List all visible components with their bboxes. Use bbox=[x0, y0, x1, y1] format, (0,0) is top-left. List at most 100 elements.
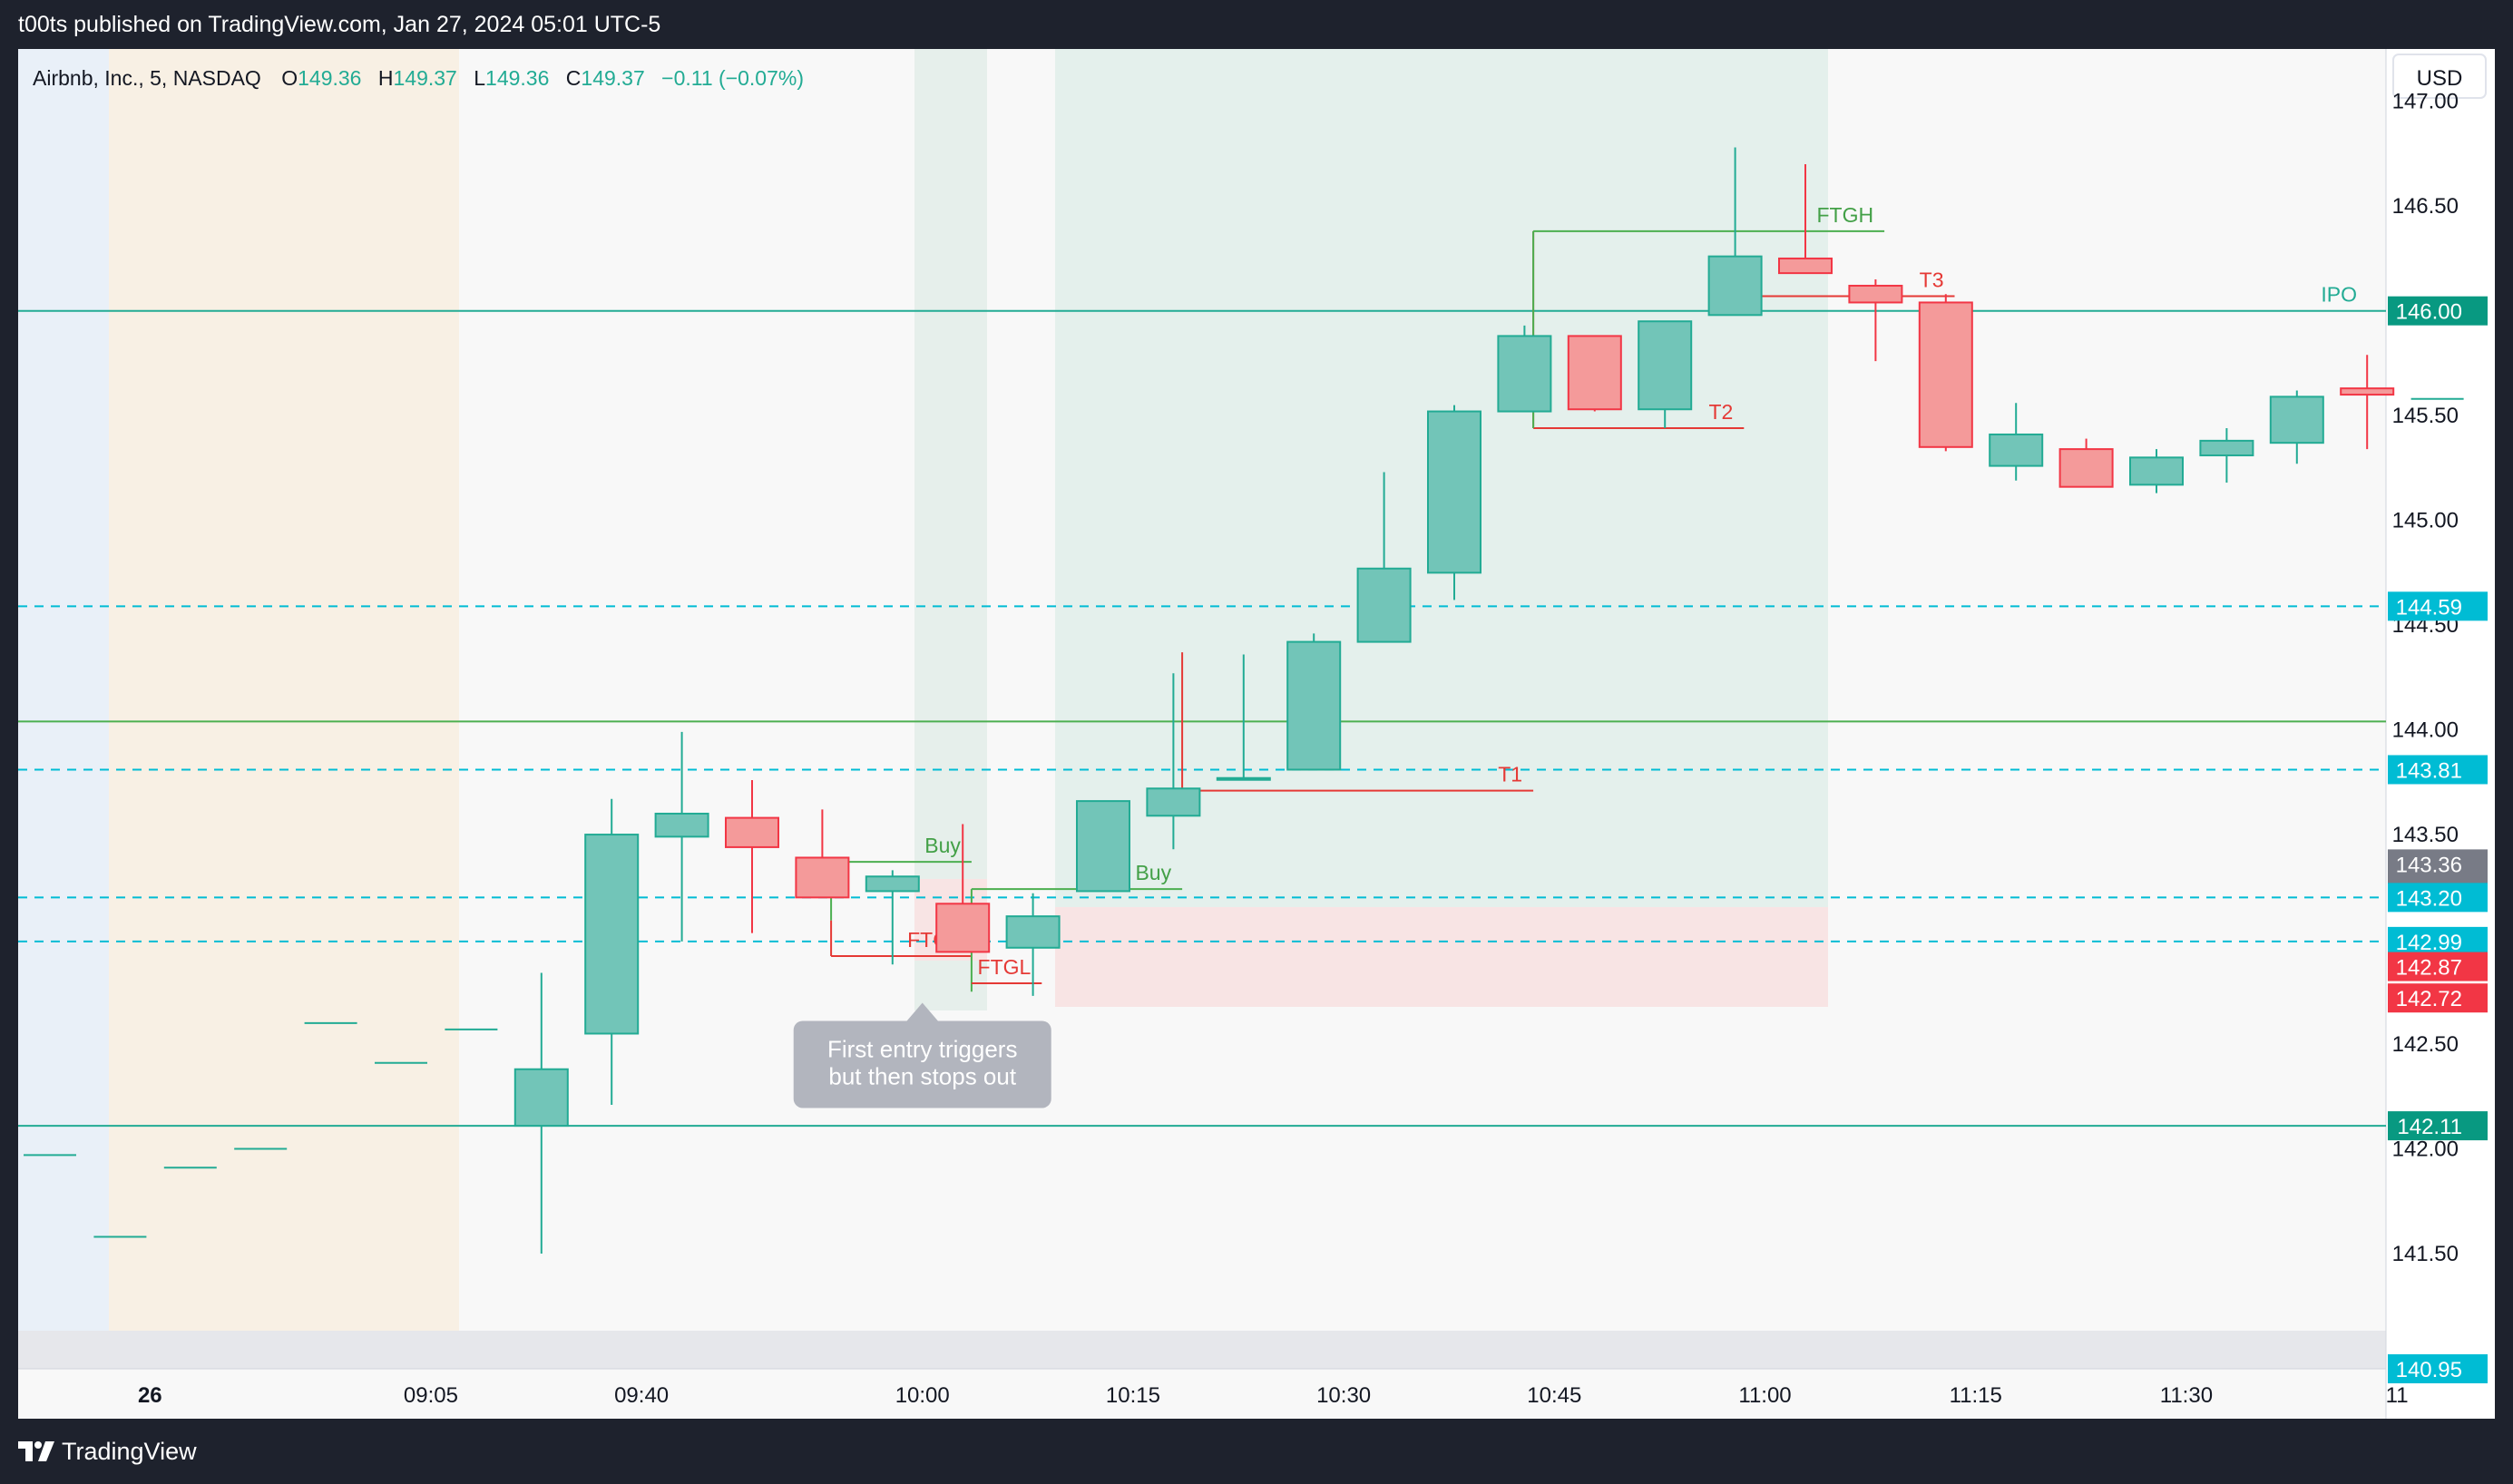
price-label-box bbox=[2388, 926, 2488, 956]
price-label-text: 143.81 bbox=[2396, 758, 2462, 783]
annotation-text-line1: First entry triggers bbox=[827, 1035, 1018, 1062]
trade-level-label-ftgl: FTGL bbox=[978, 955, 1032, 979]
time-tick-label: 11:30 bbox=[2160, 1383, 2213, 1408]
candle-body bbox=[935, 903, 991, 953]
candle-body bbox=[654, 812, 709, 838]
trade-level-label-ftgh: FTGH bbox=[1816, 203, 1873, 227]
candle-body bbox=[1216, 776, 1271, 781]
price-tick-label: 146.50 bbox=[2392, 194, 2459, 219]
price-label-text: 142.87 bbox=[2396, 956, 2462, 981]
footer-bar: TradingView bbox=[0, 1419, 2513, 1484]
price-label-text: 142.11 bbox=[2397, 1115, 2462, 1139]
candle-body bbox=[725, 816, 779, 848]
price-axis[interactable] bbox=[2386, 49, 2495, 1419]
price-label-text: 143.20 bbox=[2396, 886, 2462, 911]
candle-body bbox=[1918, 301, 1973, 448]
price-label-box bbox=[2388, 849, 2488, 879]
price-tick-label: 144.00 bbox=[2392, 718, 2459, 743]
price-label-box bbox=[2388, 1111, 2488, 1141]
price-labels-layer: 146.00144.59143.81143.36143.23143.20142.… bbox=[2388, 296, 2488, 1383]
currency-label: USD bbox=[2417, 66, 2463, 91]
trade-level-label-t1: T1 bbox=[1498, 763, 1522, 786]
candle-body bbox=[1848, 284, 1903, 304]
time-tick-label: 26 bbox=[138, 1383, 162, 1408]
ohlc-legend: Airbnb, Inc., 5, NASDAQ O149.36 H149.37 … bbox=[33, 66, 804, 90]
price-tick-label: 143.50 bbox=[2392, 823, 2459, 847]
time-tick-label: 10:30 bbox=[1316, 1383, 1371, 1408]
legend-l-value: 149.36 bbox=[485, 66, 549, 90]
candles-layer bbox=[24, 147, 2464, 1254]
time-axis[interactable] bbox=[18, 1369, 2495, 1419]
candle-body bbox=[2058, 448, 2114, 488]
currency-button[interactable] bbox=[2392, 54, 2487, 99]
legend-symbol: Airbnb, Inc., 5, NASDAQ bbox=[33, 66, 261, 90]
price-tick-label: 145.50 bbox=[2392, 404, 2459, 428]
first-trade-zone bbox=[914, 49, 987, 1010]
legend-h-value: 149.37 bbox=[393, 66, 456, 90]
premarket-zone-blue bbox=[18, 49, 109, 1369]
premarket-zone-beige bbox=[109, 49, 459, 1369]
price-label-box bbox=[2388, 952, 2488, 981]
time-tick-label: 09:40 bbox=[614, 1383, 669, 1408]
legend-o-label: O bbox=[281, 66, 298, 90]
price-label-box bbox=[2388, 983, 2488, 1013]
price-tick-label: 142.00 bbox=[2392, 1137, 2459, 1162]
price-label-box bbox=[2388, 1354, 2488, 1383]
price-label-text: 143.36 bbox=[2396, 853, 2462, 877]
price-label-text: 140.95 bbox=[2396, 1358, 2462, 1382]
tradingview-logo-icon bbox=[18, 1441, 54, 1461]
second-trade-stop-zone bbox=[1055, 907, 1828, 1007]
trade-level-label-t3: T3 bbox=[1920, 268, 1944, 292]
horizontal-lines-layer: IPO bbox=[18, 283, 2386, 1128]
trade-level-label-t2: T2 bbox=[1708, 400, 1733, 424]
annotation-text-line2: but then stops out bbox=[828, 1062, 1016, 1089]
candle-body bbox=[1356, 567, 1412, 643]
level-label-ipo: IPO bbox=[2321, 283, 2357, 307]
candle-body bbox=[513, 1068, 569, 1128]
legend-o-value: 149.36 bbox=[298, 66, 361, 90]
candle-body bbox=[795, 856, 850, 899]
price-tick-label: 141.50 bbox=[2392, 1242, 2459, 1266]
time-axis-shade bbox=[18, 1331, 2386, 1369]
candle-body bbox=[1707, 255, 1763, 317]
price-tick-label: 142.50 bbox=[2392, 1032, 2459, 1057]
candle-body bbox=[1146, 787, 1201, 817]
price-label-box bbox=[2388, 591, 2488, 621]
legend-c-label: C bbox=[566, 66, 582, 90]
legend-c-value: 149.37 bbox=[581, 66, 644, 90]
candle-body bbox=[584, 834, 640, 1035]
candle-body bbox=[2340, 387, 2395, 396]
price-label-box bbox=[2388, 883, 2488, 913]
price-tick-label: 147.00 bbox=[2392, 90, 2459, 114]
time-tick-label: 10:00 bbox=[895, 1383, 950, 1408]
published-text: t00ts published on TradingView.com, Jan … bbox=[18, 12, 661, 37]
annotation-pointer bbox=[905, 1002, 939, 1022]
time-ticks-layer: 26 09:05 09:40 10:00 10:15 10:30 10:45 11:00 11:… bbox=[138, 1383, 2409, 1408]
time-tick-label: 10:15 bbox=[1106, 1383, 1160, 1408]
price-label-box bbox=[2388, 296, 2488, 326]
chart-panel[interactable]: USD IPO Buy FTGL Buy FTGL T1 T2 FTGH T3 147.00 1… bbox=[18, 49, 2495, 1419]
candle-body bbox=[1567, 335, 1622, 411]
candle-body bbox=[1989, 433, 2044, 467]
candle-body bbox=[1778, 257, 1833, 275]
candle-body bbox=[1076, 800, 1130, 893]
tradingview-logo[interactable]: TradingView bbox=[18, 1437, 197, 1466]
annotation-bubble bbox=[793, 1020, 1051, 1108]
trade-level-label-buy: Buy bbox=[1135, 861, 1171, 884]
candle-body bbox=[1497, 335, 1552, 413]
price-label-text: 146.00 bbox=[2396, 300, 2462, 325]
legend-change: −0.11 (−0.07%) bbox=[661, 66, 804, 90]
trade-level-label-buy: Buy bbox=[924, 834, 961, 857]
price-label-box bbox=[2388, 755, 2488, 785]
price-label-text: 144.59 bbox=[2396, 595, 2462, 620]
candle-body bbox=[865, 875, 920, 893]
price-label-text: 142.99 bbox=[2396, 931, 2462, 955]
candle-body bbox=[1638, 320, 1693, 411]
time-tick-label: 10:45 bbox=[1527, 1383, 1581, 1408]
candle-body bbox=[1005, 915, 1061, 949]
legend-h-label: H bbox=[378, 66, 394, 90]
legend-l-label: L bbox=[474, 66, 485, 90]
